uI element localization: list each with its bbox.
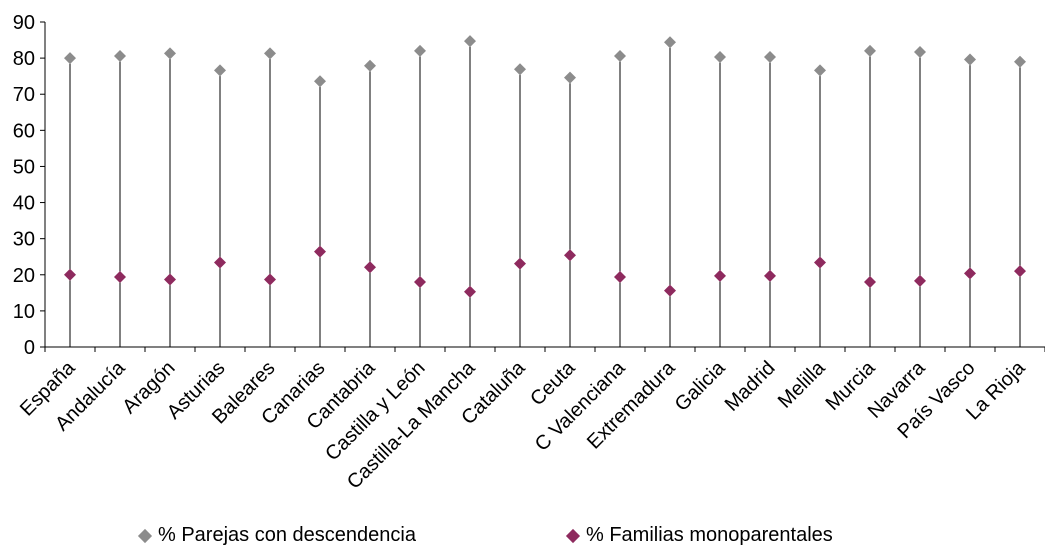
point-monoparentales [864,276,876,288]
point-parejas [214,64,226,77]
y-tick-label: 30 [13,229,35,251]
point-monoparentales [814,256,826,269]
x-tick-label: Madrid [721,357,780,416]
y-tick-label: 40 [13,193,35,215]
point-monoparentales [964,267,976,280]
point-monoparentales [364,261,376,274]
point-parejas [164,47,176,60]
x-tick-label: Galicia [671,356,730,415]
x-tick-label: Extremadura [583,356,680,453]
point-monoparentales [514,257,526,270]
point-monoparentales [614,270,626,283]
point-monoparentales [164,273,176,286]
legend-marker-monoparentales [565,528,581,543]
legend-item-monoparentales: % Familias monoparentales [565,524,833,547]
point-parejas [914,45,926,58]
y-tick-label: 20 [13,265,35,287]
y-tick-label: 0 [24,337,35,359]
legend: % Parejas con descendencia % Familias mo… [0,524,1045,548]
point-parejas [764,51,776,64]
point-parejas [1014,55,1026,68]
point-parejas [664,36,676,49]
y-tick-label: 60 [13,120,35,142]
point-monoparentales [264,273,276,286]
y-tick-label: 80 [13,48,35,70]
legend-label-parejas: % Parejas con descendencia [158,524,416,546]
point-monoparentales [564,249,576,262]
point-parejas [964,53,976,66]
point-parejas [814,64,826,77]
point-parejas [514,63,526,76]
point-parejas [464,35,476,48]
y-tick-label: 90 [13,12,35,34]
point-parejas [564,71,576,84]
point-parejas [614,49,626,62]
point-monoparentales [464,285,476,298]
point-parejas [864,44,876,57]
point-monoparentales [714,269,726,282]
y-tick-label: 70 [13,84,35,106]
legend-label-monoparentales: % Familias monoparentales [586,524,833,546]
point-monoparentales [114,270,126,283]
point-monoparentales [214,256,226,269]
y-tick-label: 50 [13,156,35,178]
point-monoparentales [914,274,926,287]
legend-item-parejas: % Parejas con descendencia [137,524,416,547]
point-monoparentales [664,284,676,297]
point-parejas [414,44,426,57]
point-parejas [64,52,76,65]
point-parejas [264,47,276,60]
point-monoparentales [1014,265,1026,278]
x-tick-label: Melilla [774,356,830,412]
point-monoparentales [764,269,776,282]
chart-svg: 0102030405060708090EspañaAndalucíaAragón… [13,12,1045,494]
y-tick-label: 10 [13,301,35,323]
point-monoparentales [414,276,426,288]
point-parejas [364,59,376,72]
point-monoparentales [64,268,76,281]
point-monoparentales [314,245,326,258]
point-parejas [714,51,726,64]
point-parejas [314,75,326,88]
point-parejas [114,49,126,62]
legend-marker-parejas [137,528,153,543]
